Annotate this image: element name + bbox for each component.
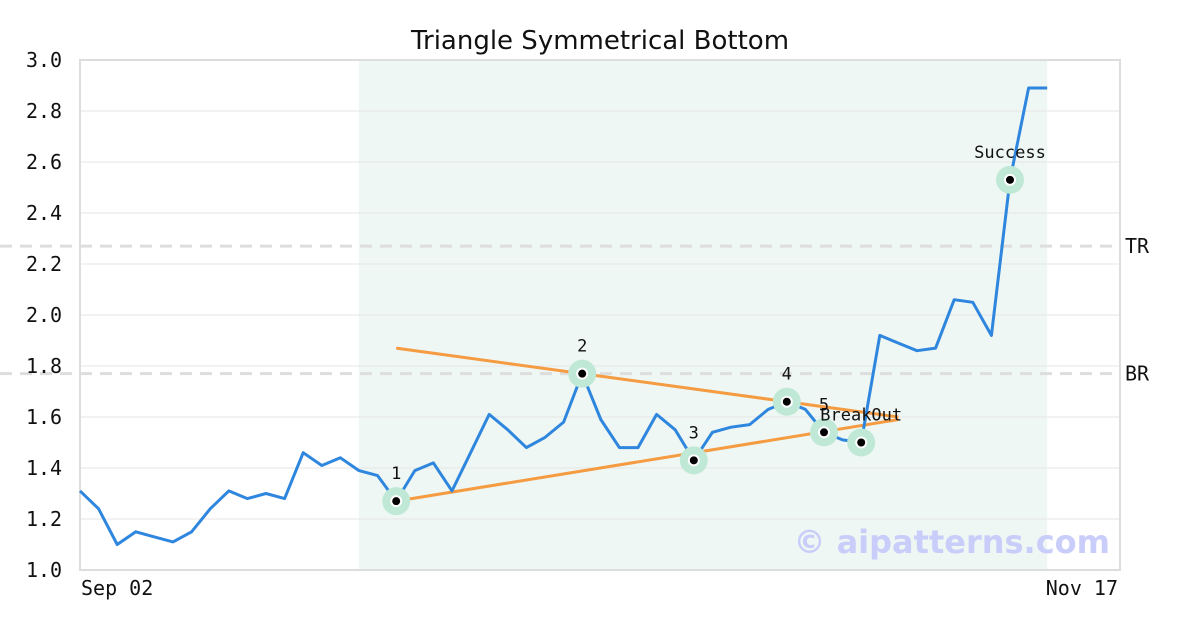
y-tick-label: 1.4 [26,456,62,480]
level-label-tr: TR [1125,234,1150,258]
y-tick-label: 1.8 [26,354,62,378]
plot-area [0,59,1121,571]
point-label: 2 [577,337,587,357]
price-line [78,86,1048,546]
x-tick-end: Nov 17 [1046,576,1118,600]
level-label-br: BR [1125,362,1150,386]
chart-title: Triangle Symmetrical Bottom [410,26,789,56]
y-tick-label: 1.2 [26,507,62,531]
point-3 [689,456,698,465]
y-tick-label: 2.8 [26,99,62,123]
y-tick-label: 2.2 [26,252,62,276]
x-tick-start: Sep 02 [81,576,153,600]
point-2 [578,369,587,378]
point-label: 5 [819,395,829,415]
y-tick-label: 2.4 [26,201,62,225]
y-tick-label: 2.0 [26,303,62,327]
y-tick-label: 1.6 [26,405,62,429]
point-1 [392,497,401,506]
y-tick-label: 1.0 [26,558,62,582]
point-label: Success [974,143,1046,163]
point-breakout [857,438,866,447]
point-label: 4 [782,365,792,385]
point-4 [782,397,791,406]
watermark: © aipatterns.com [793,523,1110,561]
point-label: 1 [391,464,401,484]
resistance-line [395,346,899,419]
plot-frame [79,59,1121,571]
point-label: BreakOut [820,406,902,426]
y-tick-label: 3.0 [26,48,62,72]
point-5 [820,428,828,437]
y-tick-label: 2.6 [26,150,62,174]
point-label: 3 [689,423,699,443]
point-success [1006,175,1014,184]
